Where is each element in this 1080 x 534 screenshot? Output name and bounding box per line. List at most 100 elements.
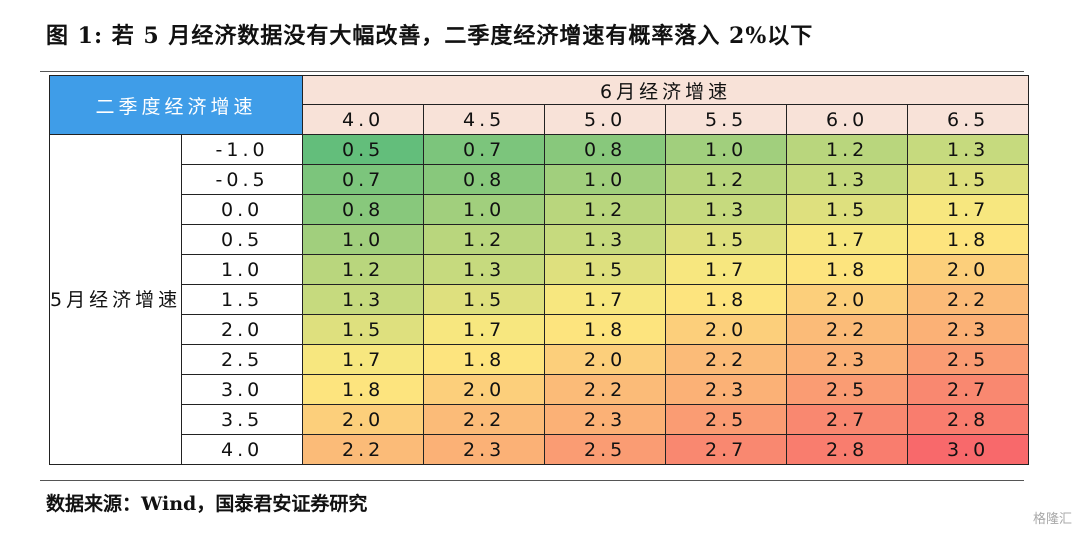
heatmap-cell: 2.5 (665, 404, 788, 435)
heatmap-cell: 0.8 (302, 194, 425, 225)
heatmap-cell: 1.8 (302, 374, 425, 405)
heatmap-cell: 2.8 (907, 404, 1030, 435)
heatmap-cell: 1.2 (302, 254, 425, 285)
heatmap-cell: 1.8 (907, 224, 1030, 255)
heatmap-cell: 1.5 (423, 284, 546, 315)
heatmap-cell: 0.8 (423, 164, 546, 195)
heatmap-cell: 1.8 (665, 284, 788, 315)
watermark-logo: 格隆汇 (1032, 512, 1072, 527)
heatmap-cell: 1.3 (423, 254, 546, 285)
heatmap-cell: 1.8 (544, 314, 667, 345)
x-axis-title: 6月经济增速 (302, 75, 1030, 105)
heatmap-cell: 2.7 (786, 404, 909, 435)
heatmap-cell: 1.7 (907, 194, 1030, 225)
heatmap-cell: 2.0 (544, 344, 667, 375)
heatmap-cell: 1.7 (544, 284, 667, 315)
y-tick-label: 1.5 (181, 284, 304, 315)
y-tick-label: 0.5 (181, 224, 304, 255)
table-row: 3.5 2.0 2.2 2.3 2.5 2.7 2.8 (50, 404, 1030, 435)
y-tick-label: 3.0 (181, 374, 304, 405)
table-row: 4.0 2.2 2.3 2.5 2.7 2.8 3.0 (50, 434, 1030, 465)
y-tick-label: 2.5 (181, 344, 304, 375)
heatmap-cell: 1.3 (544, 224, 667, 255)
heatmap-cell: 2.7 (665, 434, 788, 465)
heatmap-cell: 2.5 (786, 374, 909, 405)
table-row: 1.5 1.3 1.5 1.7 1.8 2.0 2.2 (50, 284, 1030, 315)
heatmap-cell: 1.0 (665, 134, 788, 165)
heatmap-cell: 2.7 (907, 374, 1030, 405)
heatmap-cell: 0.8 (544, 134, 667, 165)
heatmap-cell: 2.3 (907, 314, 1030, 345)
heatmap-cell: 1.3 (665, 194, 788, 225)
x-tick-label: 4.5 (423, 104, 546, 135)
heatmap-cell: 1.3 (302, 284, 425, 315)
heatmap-cell: 2.2 (786, 314, 909, 345)
heatmap-cell: 2.3 (423, 434, 546, 465)
y-axis-title: 5月经济增速 (48, 134, 183, 465)
heatmap-cell: 2.8 (786, 434, 909, 465)
heatmap-cell: 2.5 (907, 344, 1030, 375)
y-tick-label: 3.5 (181, 404, 304, 435)
table-row: 3.0 1.8 2.0 2.2 2.3 2.5 2.7 (50, 374, 1030, 405)
heatmap-cell: 1.5 (544, 254, 667, 285)
heatmap-cell: 2.0 (907, 254, 1030, 285)
table-row: 5月经济增速 -1.0 0.5 0.7 0.8 1.0 1.2 1.3 (48, 134, 1030, 465)
heatmap-cell: 2.0 (423, 374, 546, 405)
heatmap-cell: 0.7 (423, 134, 546, 165)
heatmap-cell: 0.5 (302, 134, 425, 165)
x-tick-label: 5.5 (665, 104, 788, 135)
heatmap-cell: 1.2 (665, 164, 788, 195)
bottom-rule (40, 480, 1024, 481)
heatmap-cell: 2.0 (302, 404, 425, 435)
x-tick-label: 6.0 (786, 104, 909, 135)
y-tick-label: 0.0 (181, 194, 304, 225)
heatmap-cell: 2.2 (544, 374, 667, 405)
table-row: 1.0 1.2 1.3 1.5 1.7 1.8 2.0 (50, 254, 1030, 285)
top-rule (40, 71, 1024, 72)
heatmap-cell: 1.3 (907, 134, 1030, 165)
heatmap-cell: 3.0 (907, 434, 1030, 465)
heatmap-cell: 0.7 (302, 164, 425, 195)
heatmap-cell: 1.0 (544, 164, 667, 195)
figure-title: 图 1: 若 5 月经济数据没有大幅改善，二季度经济增速有概率落入 2%以下 (46, 23, 814, 49)
heatmap-cell: 1.5 (786, 194, 909, 225)
table-row: 0.5 1.0 1.2 1.3 1.5 1.7 1.8 (50, 224, 1030, 255)
y-tick-label: 2.0 (181, 314, 304, 345)
y-tick-label: -1.0 (181, 134, 304, 165)
table-row: -0.5 0.7 0.8 1.0 1.2 1.3 1.5 (50, 164, 1030, 195)
table-row: 2.5 1.7 1.8 2.0 2.2 2.3 2.5 (50, 344, 1030, 375)
heatmap-cell: 2.3 (665, 374, 788, 405)
heatmap-cell: 2.2 (302, 434, 425, 465)
y-tick-label: -0.5 (181, 164, 304, 195)
heatmap-cell: 1.5 (302, 314, 425, 345)
heatmap-cell: 1.7 (786, 224, 909, 255)
heatmap-cell: 1.8 (423, 344, 546, 375)
source-note: 数据来源：Wind，国泰君安证券研究 (46, 493, 368, 515)
heatmap-cell: 2.0 (786, 284, 909, 315)
x-tick-label: 4.0 (302, 104, 425, 135)
table-row: 0.0 0.8 1.0 1.2 1.3 1.5 1.7 (50, 194, 1030, 225)
heatmap-cell: 2.0 (665, 314, 788, 345)
heatmap-cell: 2.5 (544, 434, 667, 465)
table-row: 2.0 1.5 1.7 1.8 2.0 2.2 2.3 (50, 314, 1030, 345)
heatmap-cell: 2.2 (423, 404, 546, 435)
y-tick-label: 4.0 (181, 434, 304, 465)
x-tick-label: 6.5 (907, 104, 1030, 135)
heatmap-cell: 2.3 (786, 344, 909, 375)
heatmap-cell: 1.7 (302, 344, 425, 375)
heatmap-table: 二季度经济增速 6月经济增速 4.0 4.5 5.0 5.5 6.0 6.5 5月经济增速… (48, 75, 1030, 465)
heatmap-cell: 1.5 (665, 224, 788, 255)
y-tick-label: 1.0 (181, 254, 304, 285)
heatmap-cell: 1.0 (302, 224, 425, 255)
heatmap-cell: 1.0 (423, 194, 546, 225)
x-tick-label: 5.0 (544, 104, 667, 135)
heatmap-cell: 2.2 (665, 344, 788, 375)
heatmap-cell: 1.5 (907, 164, 1030, 195)
heatmap-cell: 1.7 (665, 254, 788, 285)
heatmap-cell: 1.8 (786, 254, 909, 285)
heatmap-cell: 1.2 (423, 224, 546, 255)
heatmap-cell: 1.3 (786, 164, 909, 195)
heatmap-cell: 1.7 (423, 314, 546, 345)
heatmap-cell: 1.2 (786, 134, 909, 165)
heatmap-cell: 1.2 (544, 194, 667, 225)
